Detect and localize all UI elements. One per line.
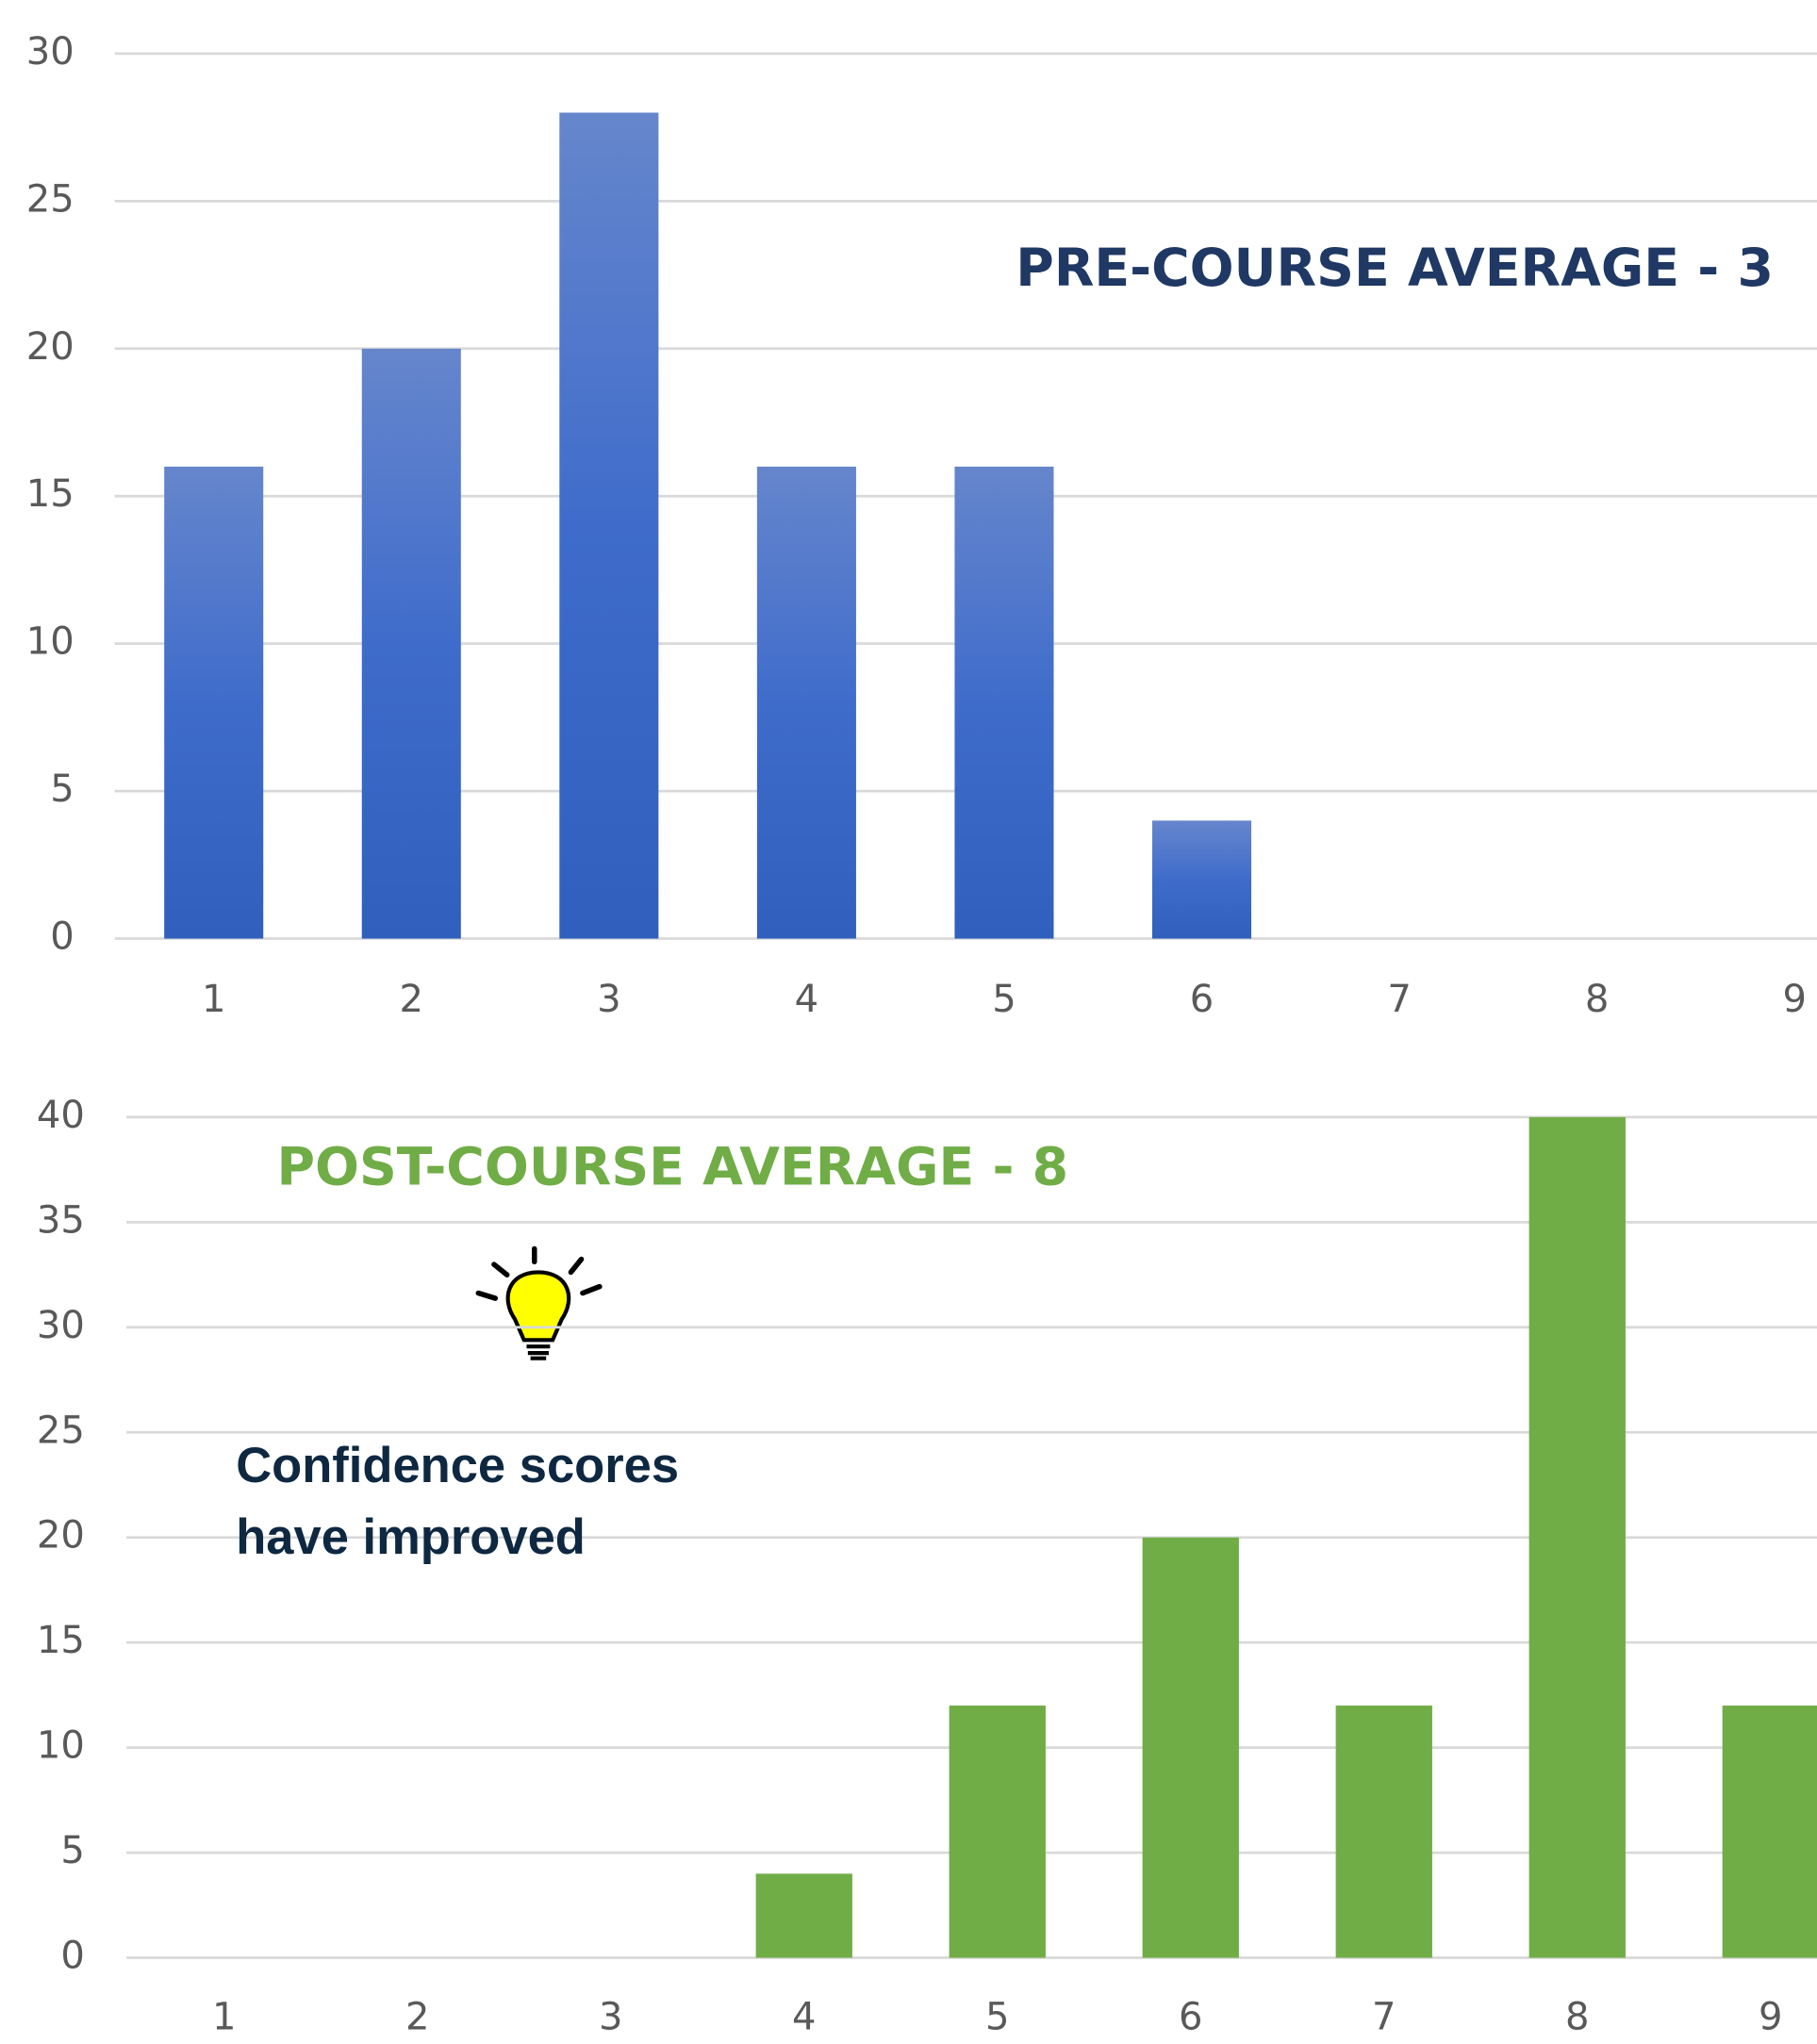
bar (1142, 1537, 1239, 1958)
x-tick-label: 7 (1387, 978, 1412, 1021)
y-tick-label: 5 (50, 767, 74, 811)
y-tick-label: 30 (37, 1304, 85, 1347)
bar (954, 466, 1054, 939)
y-tick-label: 0 (50, 915, 74, 959)
x-tick-label: 1 (212, 1995, 237, 2038)
y-tick-label: 5 (60, 1829, 85, 1872)
x-tick-label: 5 (992, 978, 1016, 1021)
x-tick-label: 9 (1759, 1995, 1782, 2038)
annotation: POST-COURSE AVERAGE - 8 (276, 1138, 1068, 1198)
x-tick-label: 4 (795, 978, 819, 1021)
y-tick-label: 20 (37, 1514, 85, 1558)
x-tick-label: 1 (202, 978, 226, 1021)
bar (164, 466, 264, 939)
bar (755, 1873, 852, 1958)
x-tick-label: 6 (1179, 1995, 1203, 2038)
x-tick-label: 4 (792, 1995, 817, 2038)
bar (559, 112, 659, 939)
callout-text: Confidence scores (236, 1438, 679, 1493)
y-tick-label: 25 (26, 177, 74, 221)
y-tick-label: 15 (37, 1619, 85, 1662)
y-tick-label: 30 (26, 30, 74, 74)
x-tick-label: 8 (1565, 1995, 1590, 2038)
bar (1722, 1706, 1817, 1958)
x-tick-label: 7 (1372, 1995, 1396, 2038)
callout-text: have improved (236, 1509, 586, 1565)
bar (361, 348, 461, 939)
y-tick-label: 35 (37, 1198, 85, 1242)
bar (756, 466, 856, 939)
x-tick-label: 8 (1585, 978, 1609, 1021)
annotation: PRE-COURSE AVERAGE - 3 (1016, 239, 1774, 299)
bar-chart: 0 5 10 15 20 25 30 35 40 1 2 3 4 5 6 7 8 9 POST-COURSE AVE… (37, 1094, 1817, 2039)
bar (1152, 820, 1252, 939)
y-tick-label: 15 (26, 472, 74, 516)
y-tick-label: 40 (37, 1094, 85, 1137)
y-tick-label: 25 (37, 1409, 85, 1452)
x-tick-label: 3 (599, 1995, 623, 2038)
y-tick-label: 10 (26, 620, 74, 664)
x-tick-label: 9 (1782, 978, 1807, 1021)
bar (1528, 1116, 1626, 1958)
x-tick-label: 6 (1190, 978, 1214, 1021)
x-tick-label: 2 (400, 978, 424, 1021)
bar-chart: 0 5 10 15 20 25 30 1 2 3 4 5 6 7 8 9 PRE-COURSE AVERAGE … (26, 30, 1817, 1021)
x-tick-label: 5 (985, 1995, 1010, 2038)
x-tick-label: 2 (405, 1995, 430, 2038)
bar (949, 1706, 1046, 1958)
y-tick-label: 0 (60, 1935, 85, 1978)
y-tick-label: 20 (26, 325, 74, 369)
x-tick-label: 3 (597, 978, 621, 1021)
lightbulb-icon (475, 1245, 603, 1360)
bar (1335, 1706, 1432, 1958)
y-tick-label: 10 (37, 1724, 85, 1768)
